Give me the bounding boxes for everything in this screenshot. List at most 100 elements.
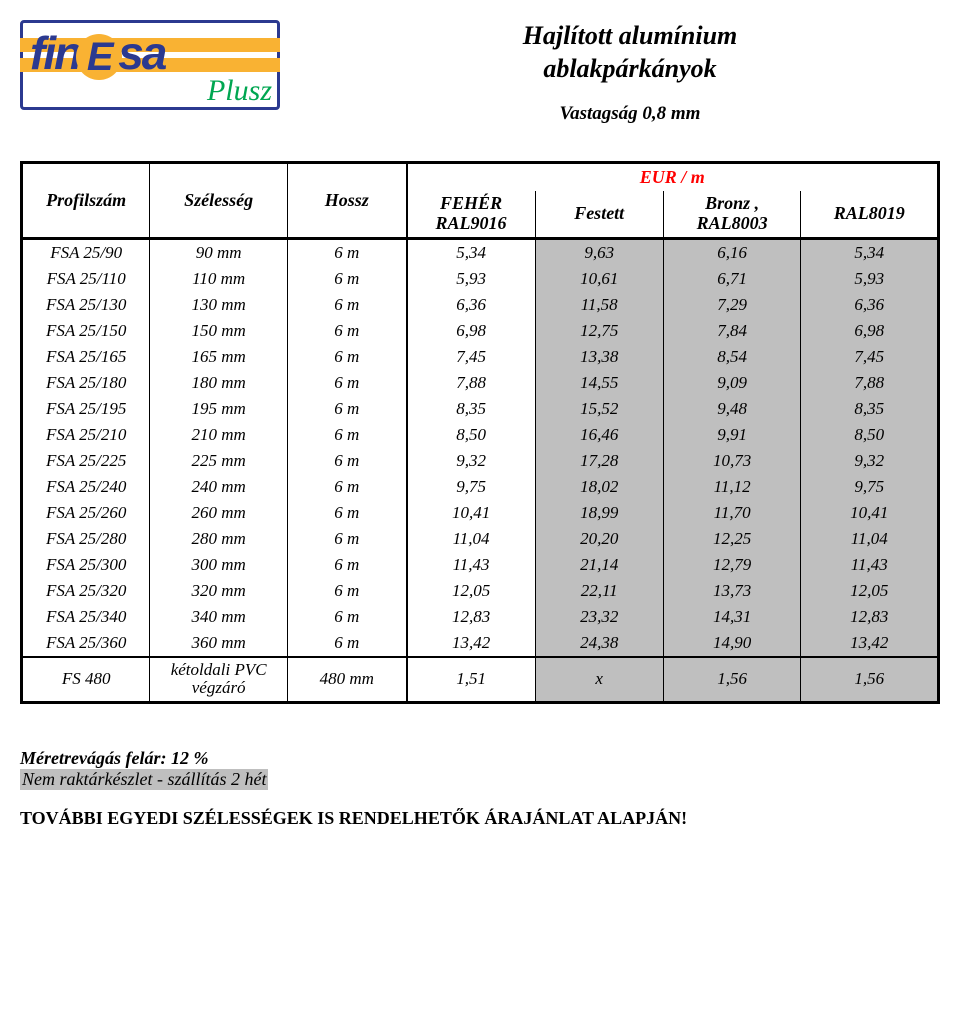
table-row: FSA 25/240240 mm6 m9,7518,0211,129,75 xyxy=(22,474,939,500)
table-row: FSA 25/110110 mm6 m5,9310,616,715,93 xyxy=(22,266,939,292)
th-feher-l1: FEHÉR xyxy=(440,193,502,213)
th-profilszam: Profilszám xyxy=(22,163,150,239)
cell-ral8019: 8,50 xyxy=(801,422,939,448)
cell-profil: FSA 25/90 xyxy=(22,238,150,266)
cell-bronz: 10,73 xyxy=(663,448,801,474)
cell-length: 6 m xyxy=(287,370,406,396)
cell-festett: 9,63 xyxy=(535,238,663,266)
cell-bronz: 11,70 xyxy=(663,500,801,526)
cell-profil: FSA 25/240 xyxy=(22,474,150,500)
cell-length: 6 m xyxy=(287,318,406,344)
table-row: FSA 25/130130 mm6 m6,3611,587,296,36 xyxy=(22,292,939,318)
cell-profil: FSA 25/165 xyxy=(22,344,150,370)
cell-ral8019: 1,56 xyxy=(801,657,939,703)
cell-length: 6 m xyxy=(287,292,406,318)
cell-bronz: 13,73 xyxy=(663,578,801,604)
table-row: FSA 25/180180 mm6 m7,8814,559,097,88 xyxy=(22,370,939,396)
cell-bronz: 6,71 xyxy=(663,266,801,292)
cell-profil: FSA 25/340 xyxy=(22,604,150,630)
table-row: FSA 25/150150 mm6 m6,9812,757,846,98 xyxy=(22,318,939,344)
cell-length: 6 m xyxy=(287,526,406,552)
cell-festett: 16,46 xyxy=(535,422,663,448)
cell-profil: FSA 25/260 xyxy=(22,500,150,526)
cell-length: 6 m xyxy=(287,474,406,500)
cell-ral8019: 11,43 xyxy=(801,552,939,578)
cell-length: 6 m xyxy=(287,448,406,474)
logo-text-tail: sa xyxy=(118,27,165,79)
cell-ral8019: 7,88 xyxy=(801,370,939,396)
cell-ral8019: 6,36 xyxy=(801,292,939,318)
cell-profil: FSA 25/195 xyxy=(22,396,150,422)
table-row: FSA 25/360360 mm6 m13,4224,3814,9013,42 xyxy=(22,630,939,657)
table-row: FSA 25/300300 mm6 m11,4321,1412,7911,43 xyxy=(22,552,939,578)
cell-width: 240 mm xyxy=(150,474,288,500)
cell-festett: 13,38 xyxy=(535,344,663,370)
cell-bronz: 12,25 xyxy=(663,526,801,552)
cell-feher: 6,98 xyxy=(407,318,535,344)
notes: Méretrevágás felár: 12 % Nem raktárkészl… xyxy=(20,748,940,790)
th-bronz: Bronz , RAL8003 xyxy=(663,191,801,238)
cell-festett: 18,02 xyxy=(535,474,663,500)
cell-width: 260 mm xyxy=(150,500,288,526)
title-line2: ablakpárkányok xyxy=(543,54,716,83)
cell-feher: 8,50 xyxy=(407,422,535,448)
cell-bronz: 14,90 xyxy=(663,630,801,657)
cell-festett: 10,61 xyxy=(535,266,663,292)
header-row: finEsa Plusz Hajlított alumínium ablakpá… xyxy=(20,20,940,125)
surcharge-note: Méretrevágás felár: 12 % xyxy=(20,748,940,769)
subtitle: Vastagság 0,8 mm xyxy=(320,103,940,125)
table-row: FSA 25/260260 mm6 m10,4118,9911,7010,41 xyxy=(22,500,939,526)
title-line1: Hajlított alumínium xyxy=(523,21,738,50)
table-row-footer: FS 480kétoldali PVCvégzáró480 mm1,51x1,5… xyxy=(22,657,939,703)
th-szelesseg: Szélesség xyxy=(150,163,288,239)
cell-profil: FSA 25/360 xyxy=(22,630,150,657)
table-row: FSA 25/9090 mm6 m5,349,636,165,34 xyxy=(22,238,939,266)
cell-width: kétoldali PVCvégzáró xyxy=(150,657,288,703)
title-block: Hajlított alumínium ablakpárkányok Vasta… xyxy=(320,20,940,125)
cell-feher: 11,04 xyxy=(407,526,535,552)
cell-ral8019: 5,93 xyxy=(801,266,939,292)
cell-feher: 7,88 xyxy=(407,370,535,396)
cell-width: 320 mm xyxy=(150,578,288,604)
cell-profil: FSA 25/150 xyxy=(22,318,150,344)
logo-sub: Plusz xyxy=(207,74,272,108)
cell-festett: 11,58 xyxy=(535,292,663,318)
cell-profil: FSA 25/110 xyxy=(22,266,150,292)
cell-ral8019: 12,83 xyxy=(801,604,939,630)
logo-text-main: fin xyxy=(30,27,80,79)
th-ral8019: RAL8019 xyxy=(801,191,939,238)
cell-width: 165 mm xyxy=(150,344,288,370)
cell-length: 6 m xyxy=(287,630,406,657)
table-row: FSA 25/280280 mm6 m11,0420,2012,2511,04 xyxy=(22,526,939,552)
cell-ral8019: 7,45 xyxy=(801,344,939,370)
th-festett: Festett xyxy=(535,191,663,238)
stock-note: Nem raktárkészlet - szállítás 2 hét xyxy=(20,769,268,790)
table-row: FSA 25/165165 mm6 m7,4513,388,547,45 xyxy=(22,344,939,370)
cell-length: 6 m xyxy=(287,344,406,370)
cell-bronz: 9,91 xyxy=(663,422,801,448)
cell-width: 130 mm xyxy=(150,292,288,318)
cell-width: 340 mm xyxy=(150,604,288,630)
cell-ral8019: 10,41 xyxy=(801,500,939,526)
cell-feher: 13,42 xyxy=(407,630,535,657)
cell-festett: 21,14 xyxy=(535,552,663,578)
cell-profil: FSA 25/210 xyxy=(22,422,150,448)
cell-bronz: 11,12 xyxy=(663,474,801,500)
cell-festett: 12,75 xyxy=(535,318,663,344)
cell-length: 6 m xyxy=(287,422,406,448)
cell-profil: FSA 25/300 xyxy=(22,552,150,578)
cell-ral8019: 12,05 xyxy=(801,578,939,604)
final-note: TOVÁBBI EGYEDI SZÉLESSÉGEK IS RENDELHETŐ… xyxy=(20,808,940,829)
cell-feher: 12,05 xyxy=(407,578,535,604)
cell-feher: 5,34 xyxy=(407,238,535,266)
cell-feher: 10,41 xyxy=(407,500,535,526)
cell-bronz: 9,09 xyxy=(663,370,801,396)
cell-feher: 9,32 xyxy=(407,448,535,474)
cell-bronz: 7,29 xyxy=(663,292,801,318)
th-bronz-l1: Bronz , xyxy=(705,193,759,213)
cell-length: 6 m xyxy=(287,266,406,292)
cell-profil: FSA 25/280 xyxy=(22,526,150,552)
cell-festett: 18,99 xyxy=(535,500,663,526)
cell-festett: 23,32 xyxy=(535,604,663,630)
cell-length: 6 m xyxy=(287,238,406,266)
